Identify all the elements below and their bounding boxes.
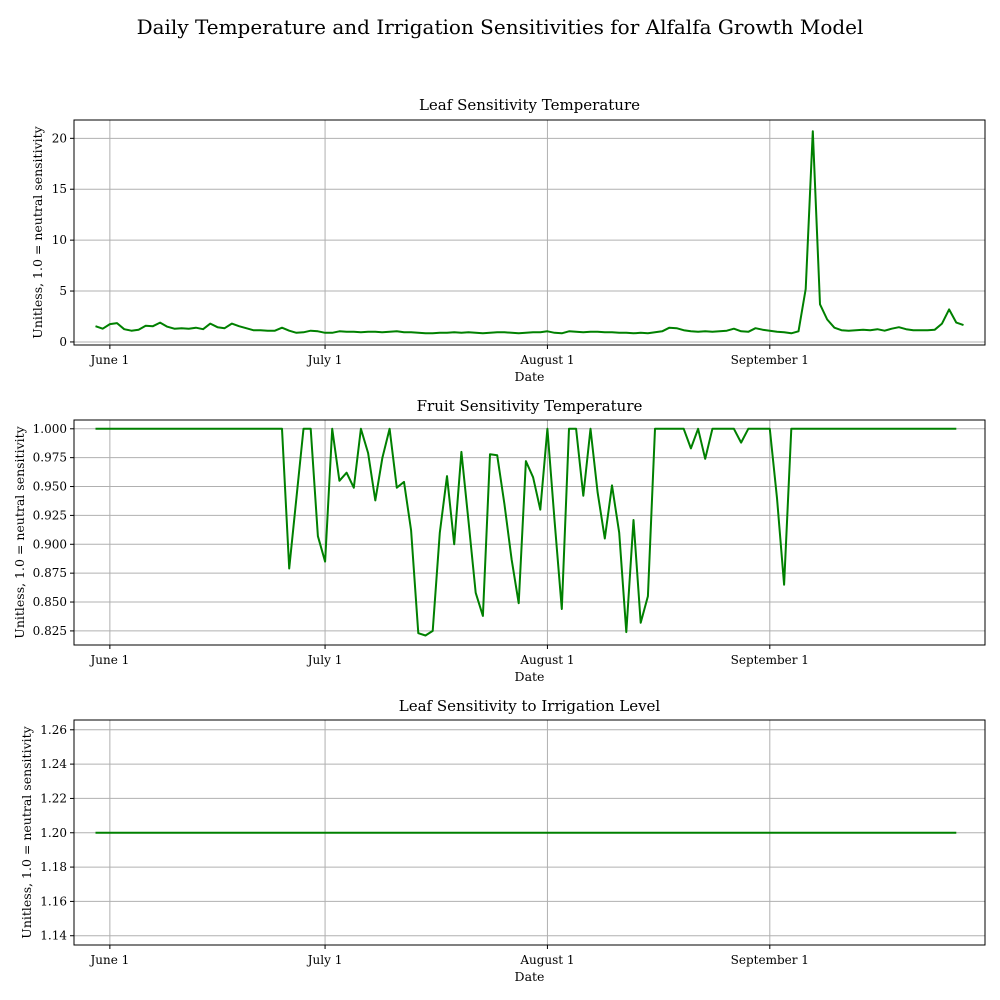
y-axis-label: Unitless, 1.0 = neutral sensitivity [12, 425, 27, 638]
x-tick-label: July 1 [306, 353, 343, 367]
x-tick-label: September 1 [731, 953, 809, 967]
y-tick-label: 0.825 [33, 624, 67, 638]
y-tick-label: 0.925 [33, 508, 67, 522]
y-tick-label: 1.16 [40, 894, 67, 908]
figure-title: Daily Temperature and Irrigation Sensiti… [137, 15, 864, 39]
plot-area: 0.825 0.850 0.875 0.900 0.925 0.950 0.975 1.000… [33, 419, 986, 667]
y-tick-label: 15 [52, 182, 67, 196]
y-axis-label: Unitless, 1.0 = neutral sensitivity [19, 725, 34, 938]
x-tick-label: August 1 [519, 653, 574, 667]
y-tick-label: 1.14 [40, 929, 67, 943]
axes-frame [73, 119, 986, 346]
plot-area: 1.14 1.16 1.18 1.20 1.22 1.24 1.26 June 1 July 1… [40, 719, 986, 967]
y-tick-label: 0.900 [33, 537, 67, 551]
x-tick-label: August 1 [519, 953, 574, 967]
y-tick-label: 0.975 [33, 451, 67, 465]
x-tick-label: June 1 [88, 653, 129, 667]
y-tick-label: 0.950 [33, 480, 67, 494]
x-tick-label: June 1 [88, 353, 129, 367]
y-tick-label: 0.875 [33, 566, 67, 580]
panel-title: Leaf Sensitivity Temperature [419, 96, 640, 114]
x-tick-label: July 1 [306, 953, 343, 967]
panel-title: Fruit Sensitivity Temperature [417, 397, 643, 415]
y-tick-label: 1.20 [40, 826, 67, 840]
y-tick-label: 1.000 [33, 422, 67, 436]
x-tick-label: September 1 [731, 653, 809, 667]
x-tick-label: June 1 [88, 953, 129, 967]
x-axis-label: Date [515, 369, 545, 384]
y-tick-label: 0 [59, 335, 67, 349]
x-tick-label: July 1 [306, 653, 343, 667]
plot-area: 0 5 10 15 20 June 1 July 1 August 1 September 1 [52, 119, 986, 367]
y-tick-label: 20 [52, 131, 67, 145]
series-line [95, 427, 957, 637]
x-axis-label: Date [515, 669, 545, 684]
axes-frame [73, 419, 986, 646]
series-line [95, 130, 964, 335]
x-tick-label: September 1 [731, 353, 809, 367]
panel-leaf-temperature: Leaf Sensitivity Temperature 0 5 10 15 20 Jun… [30, 96, 986, 384]
y-tick-label: 5 [59, 284, 67, 298]
panel-title: Leaf Sensitivity to Irrigation Level [399, 697, 661, 715]
panel-fruit-temperature: Fruit Sensitivity Temperature 0.825 0.850… [12, 397, 986, 684]
y-tick-label: 0.850 [33, 595, 67, 609]
panel-leaf-irrigation: Leaf Sensitivity to Irrigation Level 1.1… [19, 697, 986, 984]
y-tick-label: 1.26 [40, 723, 67, 737]
y-tick-label: 1.18 [40, 860, 67, 874]
y-tick-label: 1.22 [40, 791, 67, 805]
y-axis-label: Unitless, 1.0 = neutral sensitivity [30, 125, 45, 338]
x-tick-label: August 1 [519, 353, 574, 367]
x-axis-label: Date [515, 969, 545, 984]
y-tick-label: 1.24 [40, 757, 67, 771]
y-tick-label: 10 [52, 233, 67, 247]
